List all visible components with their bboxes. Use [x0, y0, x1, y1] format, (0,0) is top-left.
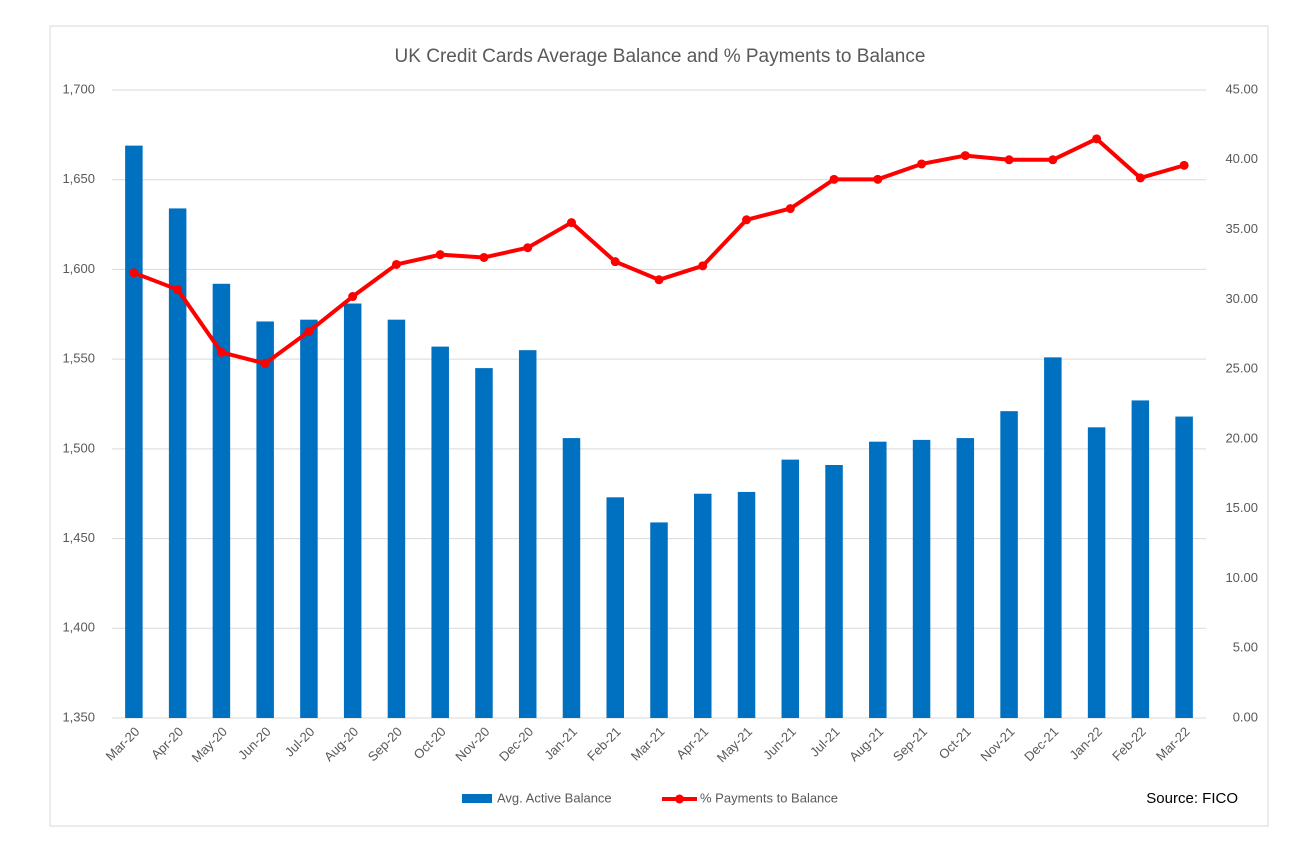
bar [343, 303, 362, 718]
bar [912, 439, 931, 718]
bar [562, 438, 581, 718]
legend: Avg. Active Balance % Payments to Balanc… [462, 790, 838, 805]
bar [1000, 411, 1018, 718]
line-marker [960, 151, 970, 161]
bar [650, 522, 668, 718]
bar [518, 350, 537, 718]
legend-swatch [462, 794, 492, 803]
line-marker [873, 174, 883, 184]
line-marker [566, 218, 576, 228]
y2-tick-label: 10.00 [1225, 570, 1258, 585]
bar [475, 368, 493, 718]
bar [1044, 357, 1062, 718]
line-marker [479, 252, 489, 262]
legend-marker [675, 794, 684, 804]
line-marker [260, 359, 270, 369]
line-marker [216, 347, 226, 357]
y-tick-label: 1,550 [62, 351, 95, 366]
y2-tick-label: 25.00 [1225, 361, 1258, 376]
line-marker [1135, 173, 1145, 183]
bar [168, 208, 187, 718]
line-marker [1048, 155, 1058, 165]
bar [956, 438, 975, 718]
bar [1175, 416, 1193, 718]
line-marker [129, 268, 139, 278]
y-tick-label: 1,700 [62, 81, 95, 96]
bar [825, 465, 843, 718]
y-tick-label: 1,600 [62, 261, 95, 276]
bar [387, 319, 406, 718]
y2-tick-label: 5.00 [1233, 640, 1258, 655]
line-marker [391, 259, 401, 269]
bar [606, 497, 624, 718]
y2-tick-label: 35.00 [1225, 221, 1258, 236]
y2-tick-label: 40.00 [1225, 151, 1258, 166]
line-marker [435, 250, 445, 260]
bar [300, 319, 318, 718]
bar [125, 145, 143, 718]
y2-tick-label: 0.00 [1233, 709, 1258, 724]
line-marker [304, 326, 314, 336]
line-marker [523, 243, 533, 253]
y-tick-label: 1,450 [62, 530, 95, 545]
line-marker [785, 204, 795, 214]
y2-tick-label: 45.00 [1225, 81, 1258, 96]
line-marker [698, 261, 708, 271]
chart-title: UK Credit Cards Average Balance and % Pa… [395, 46, 926, 67]
bar [1087, 427, 1106, 718]
line-marker [610, 257, 620, 267]
line-marker [654, 275, 664, 285]
y2-tick-label: 30.00 [1225, 291, 1258, 306]
y2-tick-label: 15.00 [1225, 500, 1258, 515]
bar [737, 491, 756, 718]
line-marker [1092, 134, 1102, 144]
bar [1131, 400, 1150, 718]
bar [212, 283, 231, 718]
y-tick-label: 1,650 [62, 171, 95, 186]
y-tick-label: 1,500 [62, 440, 95, 455]
legend-label: Avg. Active Balance [497, 790, 612, 805]
line-marker [1004, 155, 1014, 165]
line-marker [173, 285, 183, 295]
line-marker [829, 174, 839, 184]
line-marker [348, 292, 358, 302]
line-marker [917, 159, 927, 169]
bar [256, 321, 274, 718]
y-tick-label: 1,350 [62, 709, 95, 724]
line-marker [742, 215, 752, 225]
y-tick-label: 1,400 [62, 620, 95, 635]
bar [694, 493, 712, 718]
source-note: Source: FICO [1146, 790, 1238, 807]
bar [781, 459, 800, 718]
bar [431, 346, 449, 718]
bar [869, 441, 887, 718]
legend-label: % Payments to Balance [700, 790, 838, 805]
line-marker [1179, 160, 1189, 170]
y2-tick-label: 20.00 [1225, 430, 1258, 445]
